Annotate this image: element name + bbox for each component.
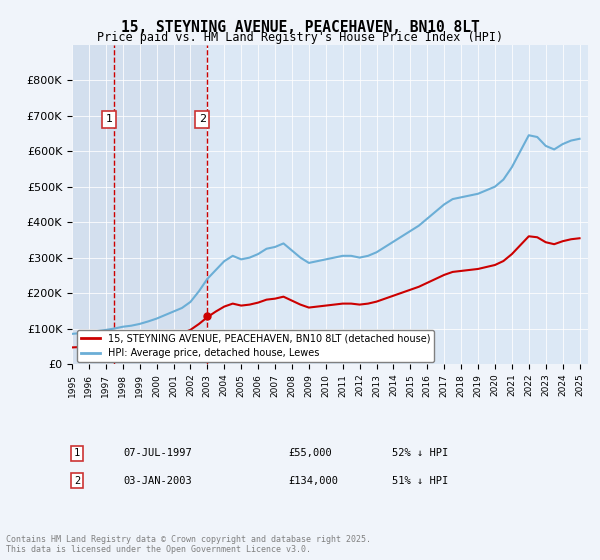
Bar	[114, 45, 208, 364]
Text: 2: 2	[74, 475, 80, 486]
Bar	[72, 45, 114, 364]
Text: Price paid vs. HM Land Registry's House Price Index (HPI): Price paid vs. HM Land Registry's House …	[97, 31, 503, 44]
Text: 15, STEYNING AVENUE, PEACEHAVEN, BN10 8LT: 15, STEYNING AVENUE, PEACEHAVEN, BN10 8L…	[121, 20, 479, 35]
Legend: 15, STEYNING AVENUE, PEACEHAVEN, BN10 8LT (detached house), HPI: Average price, : 15, STEYNING AVENUE, PEACEHAVEN, BN10 8L…	[77, 330, 434, 362]
Text: £134,000: £134,000	[289, 475, 339, 486]
Text: 52% ↓ HPI: 52% ↓ HPI	[392, 449, 448, 459]
Text: 2: 2	[199, 114, 206, 124]
Text: Contains HM Land Registry data © Crown copyright and database right 2025.
This d: Contains HM Land Registry data © Crown c…	[6, 535, 371, 554]
Text: 03-JAN-2003: 03-JAN-2003	[124, 475, 193, 486]
Text: 07-JUL-1997: 07-JUL-1997	[124, 449, 193, 459]
Text: 1: 1	[106, 114, 113, 124]
Text: 1: 1	[74, 449, 80, 459]
Text: £55,000: £55,000	[289, 449, 332, 459]
Text: 51% ↓ HPI: 51% ↓ HPI	[392, 475, 448, 486]
